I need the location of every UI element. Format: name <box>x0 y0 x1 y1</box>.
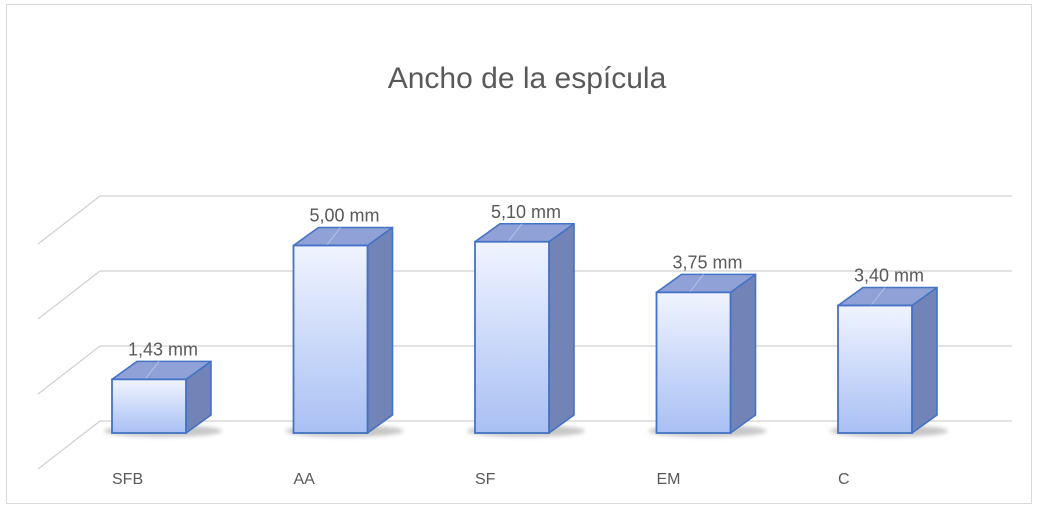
category-label-em: EM <box>657 471 681 488</box>
gridline-side <box>37 195 101 245</box>
bar-sf <box>474 222 575 434</box>
bar-front-em <box>655 291 732 434</box>
data-label-em: 3,75 mm <box>672 252 742 272</box>
chart-title: Ancho de la espícula <box>388 62 667 95</box>
bar-top-edge-aa <box>326 227 341 246</box>
category-label-sf: SF <box>475 471 496 488</box>
bar-top-edge-sfb <box>144 361 160 380</box>
bar-front-aa <box>292 244 369 434</box>
data-label-aa: 5,00 mm <box>309 206 379 226</box>
bar-front-sf <box>474 240 550 434</box>
bar-front-c <box>837 304 913 434</box>
category-label-sfb: SFB <box>112 471 143 488</box>
bar-side-aa <box>366 226 394 434</box>
bars <box>111 222 938 434</box>
data-label-sfb: 1,43 mm <box>128 339 198 359</box>
bar-em <box>655 273 757 434</box>
bar-top-edge-em <box>689 274 704 293</box>
data-label-sf: 5,10 mm <box>491 202 561 222</box>
bar-side-em <box>729 273 757 434</box>
bar-side-c <box>911 286 938 434</box>
gridline-side <box>37 270 101 320</box>
category-label-aa: AA <box>294 471 316 488</box>
bar-top-edge-sf <box>507 223 523 243</box>
data-labels: 1,43 mm 5,00 mm 5,10 mm 3,75 mm 3,40 mm <box>128 202 924 360</box>
bar-c <box>837 286 938 434</box>
category-labels: SFB AA SF EM C <box>112 471 850 488</box>
data-label-c: 3,40 mm <box>854 266 924 286</box>
gridline-side <box>37 345 101 395</box>
bar-top-edge-c <box>870 287 886 306</box>
bar-front-sfb <box>111 378 187 434</box>
category-label-c: C <box>838 471 850 488</box>
bar-aa <box>292 226 394 434</box>
bar-sfb <box>111 360 212 434</box>
bar-side-sf <box>548 222 575 434</box>
gridline-side <box>37 420 101 470</box>
